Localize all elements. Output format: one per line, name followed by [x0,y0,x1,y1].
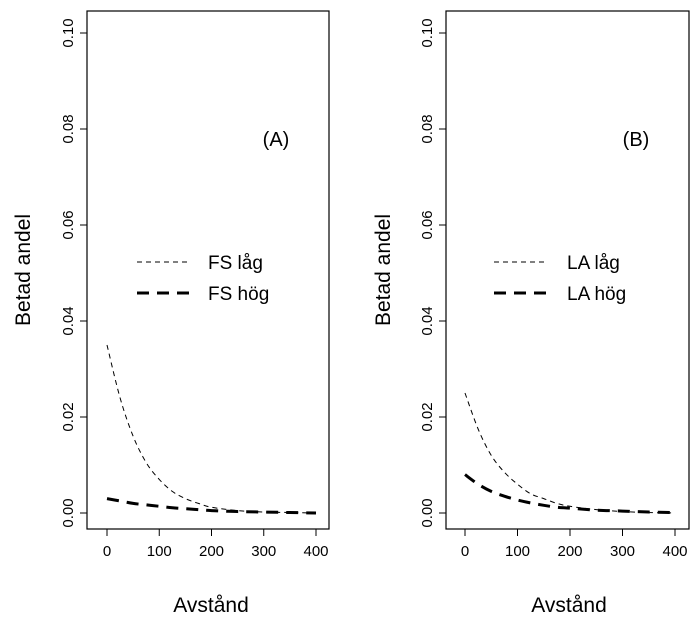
series-lines [464,392,676,515]
x-axis-label: Avstånd [173,594,249,617]
legend: FS låg FS hög [137,253,269,305]
series-line-low [464,392,676,514]
legend-label-low: FS låg [208,253,263,274]
y-tick-label: 0.06 [60,210,77,239]
x-tick-label: 300 [610,543,635,560]
panel-label: (A) [263,129,290,151]
legend-label-high: FS hög [208,284,269,305]
y-axis-label: Betad andel [372,214,395,326]
x-tick-label: 300 [251,543,276,560]
x-axis: 0 100 200 300 400 [103,528,329,560]
y-tick-label: 0.10 [60,18,77,47]
panel-b: 0.00 0.02 0.04 0.06 0.08 0.10 0 100 200 300 400 (… [372,10,690,617]
legend-label-high: LA hög [567,284,626,305]
y-tick-label: 0.04 [60,306,77,335]
x-tick-label: 200 [557,543,582,560]
x-tick-label: 100 [147,543,172,560]
x-tick-label: 0 [461,543,469,560]
legend-label-low: LA låg [567,253,620,274]
panel-a: 0.00 0.02 0.04 0.06 0.08 0.10 0 100 200 300 400 (… [12,10,330,617]
x-tick-label: 0 [103,543,111,560]
series-line-high [106,497,317,515]
y-tick-label: 0.02 [60,402,77,431]
y-tick-label: 0.04 [419,306,436,335]
y-tick-label: 0.00 [60,498,77,527]
x-tick-label: 400 [662,543,687,560]
x-tick-label: 200 [199,543,224,560]
y-axis: 0.00 0.02 0.04 0.06 0.08 0.10 [419,18,446,528]
y-axis-label: Betad andel [12,214,35,326]
legend: LA låg LA hög [494,253,626,305]
y-tick-label: 0.10 [419,18,436,47]
x-axis-label: Avstånd [531,594,607,617]
series-lines [106,344,317,515]
y-tick-label: 0.06 [419,210,436,239]
y-tick-label: 0.00 [419,498,436,527]
x-tick-label: 400 [303,543,328,560]
series-line-low [106,344,317,514]
x-axis: 0 100 200 300 400 [461,528,688,560]
y-axis: 0.00 0.02 0.04 0.06 0.08 0.10 [60,18,87,528]
panel-label: (B) [623,129,650,151]
y-tick-label: 0.02 [419,402,436,431]
y-tick-label: 0.08 [419,114,436,143]
x-tick-label: 100 [505,543,530,560]
series-line-high [464,473,676,515]
y-tick-label: 0.08 [60,114,77,143]
